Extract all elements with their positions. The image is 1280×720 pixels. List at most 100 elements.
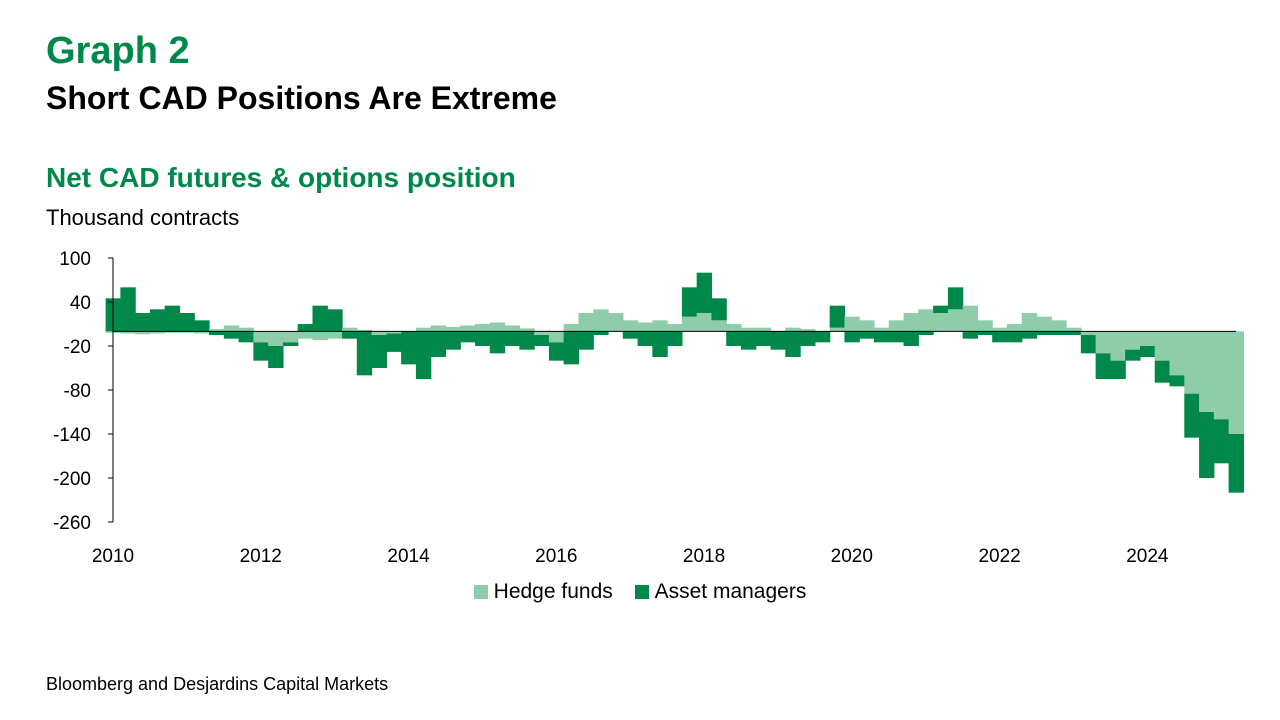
y-tick-label: -260 xyxy=(53,513,91,534)
area-segment-hedge-funds xyxy=(947,309,964,332)
area-segment-hedge-funds xyxy=(386,331,402,334)
area-segment-asset-managers xyxy=(947,287,964,310)
area-segment-hedge-funds xyxy=(268,331,284,346)
area-segment-hedge-funds xyxy=(342,327,358,332)
area-segment-asset-managers xyxy=(327,309,343,332)
area-segment-asset-managers xyxy=(829,305,846,328)
area-segment-asset-managers xyxy=(1006,331,1023,343)
area-segment-asset-managers xyxy=(755,331,772,346)
area-segment-hedge-funds xyxy=(711,320,727,332)
area-segment-hedge-funds xyxy=(149,331,166,334)
graph-number: Graph 2 xyxy=(46,30,190,72)
area-segment-asset-managers xyxy=(519,331,535,350)
area-segment-hedge-funds xyxy=(1051,320,1067,332)
x-tick-label: 2014 xyxy=(387,546,430,567)
area-segment-asset-managers xyxy=(475,331,491,346)
y-tick-label: 40 xyxy=(70,293,91,314)
legend-label-hedge-funds: Hedge funds xyxy=(493,580,613,603)
area-segment-asset-managers xyxy=(681,287,698,317)
area-segment-asset-managers xyxy=(800,331,816,346)
area-segment-hedge-funds xyxy=(1184,331,1200,394)
area-segment-hedge-funds xyxy=(696,313,713,332)
area-segment-hedge-funds xyxy=(1228,331,1244,434)
area-segment-hedge-funds xyxy=(519,328,535,332)
area-segment-asset-managers xyxy=(238,331,254,343)
legend-swatch-hedge-funds xyxy=(473,585,488,599)
area-segment-asset-managers xyxy=(356,331,373,376)
area-segment-hedge-funds xyxy=(1125,331,1141,350)
area-segment-asset-managers xyxy=(504,331,520,346)
area-segment-hedge-funds xyxy=(194,331,210,334)
area-segment-asset-managers xyxy=(1228,434,1244,493)
area-segment-asset-managers xyxy=(1051,331,1067,335)
area-segment-hedge-funds xyxy=(726,324,742,332)
area-segment-asset-managers xyxy=(209,331,225,335)
area-segment-asset-managers xyxy=(312,305,328,332)
area-segment-asset-managers xyxy=(563,331,580,365)
area-segment-asset-managers xyxy=(1095,353,1112,379)
area-segment-hedge-funds xyxy=(1080,331,1097,335)
area-segment-hedge-funds xyxy=(209,329,225,332)
area-segment-asset-managers xyxy=(342,331,358,339)
area-segment-hedge-funds xyxy=(223,325,240,332)
area-segment-asset-managers xyxy=(164,305,181,332)
area-segment-asset-managers xyxy=(844,331,860,343)
area-segment-hedge-funds xyxy=(534,331,550,335)
area-segment-asset-managers xyxy=(194,320,210,332)
area-segment-hedge-funds xyxy=(253,331,269,343)
area-segment-hedge-funds xyxy=(755,327,772,332)
area-segment-asset-managers xyxy=(548,342,565,361)
legend-label-asset-managers: Asset managers xyxy=(654,580,807,603)
area-segment-hedge-funds xyxy=(652,320,668,332)
legend-item-hedge-funds: Hedge funds xyxy=(473,580,613,604)
area-segment-asset-managers xyxy=(578,331,594,350)
area-segment-asset-managers xyxy=(386,333,402,352)
area-segment-asset-managers xyxy=(1080,335,1097,354)
area-segment-asset-managers xyxy=(460,331,476,343)
area-segment-hedge-funds xyxy=(873,327,890,332)
page-title: Short CAD Positions Are Extreme xyxy=(46,80,557,116)
area-segment-asset-managers xyxy=(593,331,609,335)
area-segment-asset-managers xyxy=(726,331,742,346)
area-segment-hedge-funds xyxy=(1066,327,1082,332)
area-segment-asset-managers xyxy=(415,331,432,379)
area-segment-hedge-funds xyxy=(888,320,905,332)
area-segment-asset-managers xyxy=(1021,331,1038,339)
area-segment-asset-managers xyxy=(1139,346,1156,357)
area-segment-asset-managers xyxy=(933,305,949,313)
area-segment-asset-managers xyxy=(637,331,653,346)
area-segment-hedge-funds xyxy=(1036,316,1052,332)
area-segment-asset-managers xyxy=(371,335,387,368)
area-segment-hedge-funds xyxy=(933,313,949,332)
area-segment-hedge-funds xyxy=(415,327,432,332)
area-segment-asset-managers xyxy=(888,331,905,343)
area-segment-hedge-funds xyxy=(977,320,993,332)
area-segment-asset-managers xyxy=(282,342,299,346)
area-segment-hedge-funds xyxy=(1110,331,1126,361)
area-segment-hedge-funds xyxy=(859,320,875,332)
area-segment-asset-managers xyxy=(1154,360,1171,383)
area-segment-hedge-funds xyxy=(563,324,580,332)
y-tick-label: -20 xyxy=(64,337,91,358)
area-segment-asset-managers xyxy=(667,331,683,346)
area-segment-hedge-funds xyxy=(475,324,491,332)
area-segment-hedge-funds xyxy=(608,313,624,332)
y-tick-label: -140 xyxy=(53,425,91,446)
area-segment-hedge-funds xyxy=(297,331,314,339)
y-tick-label: -200 xyxy=(53,469,91,490)
area-segment-hedge-funds xyxy=(785,327,801,332)
area-segment-asset-managers xyxy=(977,331,993,335)
area-segment-hedge-funds xyxy=(504,325,520,332)
area-segment-asset-managers xyxy=(401,331,417,365)
area-segment-hedge-funds xyxy=(1006,324,1023,332)
area-segment-asset-managers xyxy=(149,309,166,332)
area-segment-asset-managers xyxy=(1169,375,1185,387)
area-segment-hedge-funds xyxy=(962,305,979,332)
plot-area xyxy=(105,272,1244,493)
area-segment-hedge-funds xyxy=(1095,331,1112,354)
area-segment-asset-managers xyxy=(1110,360,1126,379)
area-segment-hedge-funds xyxy=(918,309,934,332)
area-segment-asset-managers xyxy=(962,331,979,339)
area-segment-asset-managers xyxy=(1199,412,1215,478)
